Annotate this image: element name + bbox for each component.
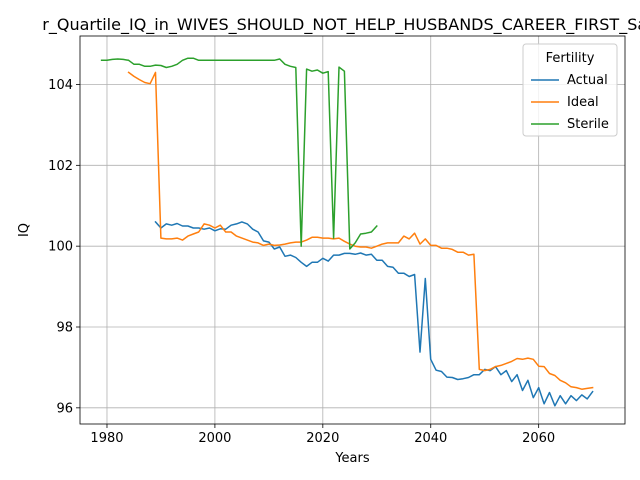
x-axis: 1980 2000 2020 2040 2060 xyxy=(90,424,555,446)
series-line-sterile xyxy=(100,57,378,250)
legend-title: Fertility xyxy=(546,51,595,66)
x-axis-label: Years xyxy=(334,451,370,466)
x-tick-label: 2020 xyxy=(306,431,339,446)
x-tick-label: 2040 xyxy=(414,431,447,446)
y-tick-label: 102 xyxy=(48,159,73,174)
x-tick-label: 1980 xyxy=(90,431,123,446)
y-axis-label: IQ xyxy=(17,223,32,237)
legend-label-sterile: Sterile xyxy=(567,117,609,132)
legend-label-ideal: Ideal xyxy=(567,95,599,110)
y-axis: 96 98 100 102 104 xyxy=(48,78,80,416)
x-tick-label: 2000 xyxy=(198,431,231,446)
legend-box xyxy=(522,43,618,137)
series-line-ideal xyxy=(127,71,594,390)
y-tick-label: 104 xyxy=(48,78,73,93)
chart-title: r_Quartile_IQ_in_WIVES_SHOULD_NOT_HELP_H… xyxy=(42,15,640,35)
y-tick-label: 100 xyxy=(48,240,73,255)
legend: Fertility Actual Ideal Sterile xyxy=(522,43,618,137)
plot-frame xyxy=(79,35,626,425)
x-tick-label: 2060 xyxy=(522,431,555,446)
legend-label-actual: Actual xyxy=(567,73,608,88)
series-line-actual xyxy=(154,220,594,407)
y-tick-label: 98 xyxy=(56,321,73,336)
series-layer xyxy=(100,57,594,407)
y-tick-label: 96 xyxy=(56,401,73,416)
